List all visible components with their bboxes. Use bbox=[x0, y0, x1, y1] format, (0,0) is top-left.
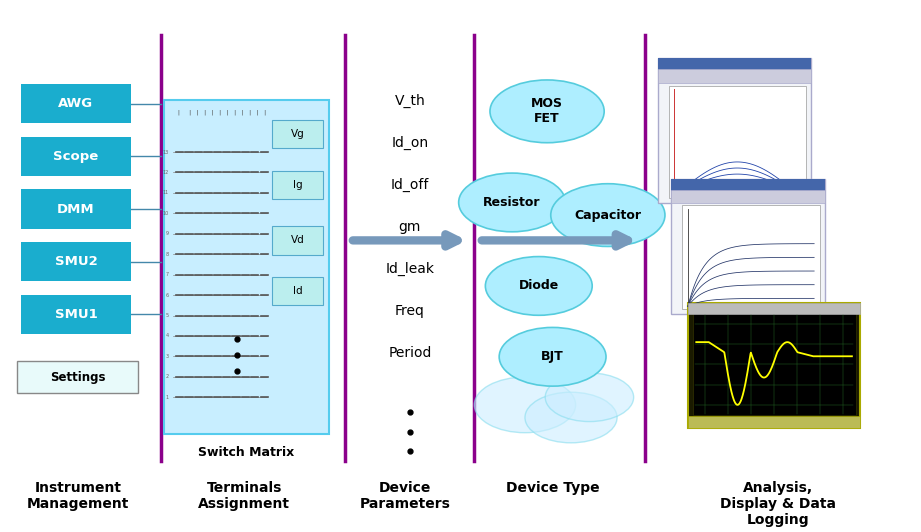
Text: Vg: Vg bbox=[291, 129, 304, 139]
FancyBboxPatch shape bbox=[164, 100, 329, 434]
FancyBboxPatch shape bbox=[272, 226, 323, 254]
Text: SMU1: SMU1 bbox=[54, 308, 98, 321]
Text: 6: 6 bbox=[166, 293, 169, 297]
Text: 4: 4 bbox=[166, 334, 169, 338]
Text: 11: 11 bbox=[162, 190, 169, 195]
Circle shape bbox=[459, 173, 565, 232]
Circle shape bbox=[490, 80, 604, 143]
Text: Id: Id bbox=[293, 286, 302, 296]
FancyBboxPatch shape bbox=[693, 313, 856, 415]
FancyBboxPatch shape bbox=[21, 84, 131, 123]
Text: Freq: Freq bbox=[395, 304, 425, 318]
Circle shape bbox=[525, 392, 617, 443]
Text: Instrument
Management: Instrument Management bbox=[27, 481, 130, 511]
FancyBboxPatch shape bbox=[272, 120, 323, 148]
FancyBboxPatch shape bbox=[21, 242, 131, 281]
Text: 7: 7 bbox=[166, 272, 169, 277]
Text: Device Type: Device Type bbox=[506, 481, 600, 495]
FancyBboxPatch shape bbox=[682, 205, 820, 309]
FancyBboxPatch shape bbox=[21, 137, 131, 176]
FancyBboxPatch shape bbox=[688, 303, 860, 314]
Text: gm: gm bbox=[399, 220, 421, 234]
FancyBboxPatch shape bbox=[671, 179, 825, 192]
FancyBboxPatch shape bbox=[272, 277, 323, 305]
FancyBboxPatch shape bbox=[272, 171, 323, 199]
Text: Settings: Settings bbox=[50, 370, 106, 384]
Text: 9: 9 bbox=[166, 231, 169, 236]
Text: 12: 12 bbox=[162, 170, 169, 175]
Text: 10: 10 bbox=[162, 211, 169, 216]
Circle shape bbox=[551, 184, 665, 246]
Circle shape bbox=[474, 377, 576, 433]
Text: Scope: Scope bbox=[53, 150, 99, 163]
Text: |  | | | | | | | | | | |: | | | | | | | | | | | | bbox=[177, 110, 267, 115]
FancyBboxPatch shape bbox=[21, 189, 131, 229]
Text: Diode: Diode bbox=[519, 279, 559, 293]
FancyBboxPatch shape bbox=[658, 57, 811, 203]
Text: 5: 5 bbox=[166, 313, 169, 318]
Text: 8: 8 bbox=[166, 252, 169, 257]
Circle shape bbox=[485, 256, 592, 315]
Text: Id_leak: Id_leak bbox=[385, 262, 435, 276]
Text: Switch Matrix: Switch Matrix bbox=[198, 446, 295, 460]
Text: Vd: Vd bbox=[291, 235, 304, 245]
Text: Ig: Ig bbox=[293, 180, 302, 190]
Circle shape bbox=[545, 373, 634, 421]
Text: Analysis,
Display & Data
Logging: Analysis, Display & Data Logging bbox=[720, 481, 836, 527]
Text: Terminals
Assignment: Terminals Assignment bbox=[198, 481, 290, 511]
FancyBboxPatch shape bbox=[658, 57, 811, 70]
Text: DMM: DMM bbox=[57, 203, 95, 215]
Text: Id_off: Id_off bbox=[391, 178, 429, 192]
Text: V_th: V_th bbox=[394, 94, 426, 109]
FancyBboxPatch shape bbox=[671, 179, 825, 314]
Text: Capacitor: Capacitor bbox=[575, 209, 641, 222]
Text: 13: 13 bbox=[162, 149, 169, 154]
Text: MOS
FET: MOS FET bbox=[531, 97, 563, 126]
FancyBboxPatch shape bbox=[671, 190, 825, 203]
FancyBboxPatch shape bbox=[669, 86, 806, 198]
Text: 1: 1 bbox=[166, 395, 169, 400]
Text: Resistor: Resistor bbox=[484, 196, 541, 209]
Text: BJT: BJT bbox=[542, 350, 564, 363]
FancyBboxPatch shape bbox=[21, 295, 131, 334]
Text: Id_on: Id_on bbox=[391, 136, 428, 151]
FancyBboxPatch shape bbox=[688, 303, 860, 428]
FancyBboxPatch shape bbox=[658, 69, 811, 83]
Text: Device
Parameters: Device Parameters bbox=[360, 481, 450, 511]
Text: SMU2: SMU2 bbox=[54, 255, 98, 268]
FancyBboxPatch shape bbox=[688, 416, 860, 428]
Text: Period: Period bbox=[388, 346, 432, 360]
Text: 3: 3 bbox=[166, 354, 169, 359]
Text: AWG: AWG bbox=[58, 97, 94, 110]
Circle shape bbox=[499, 327, 606, 386]
FancyBboxPatch shape bbox=[17, 361, 138, 393]
Text: 2: 2 bbox=[166, 375, 169, 379]
